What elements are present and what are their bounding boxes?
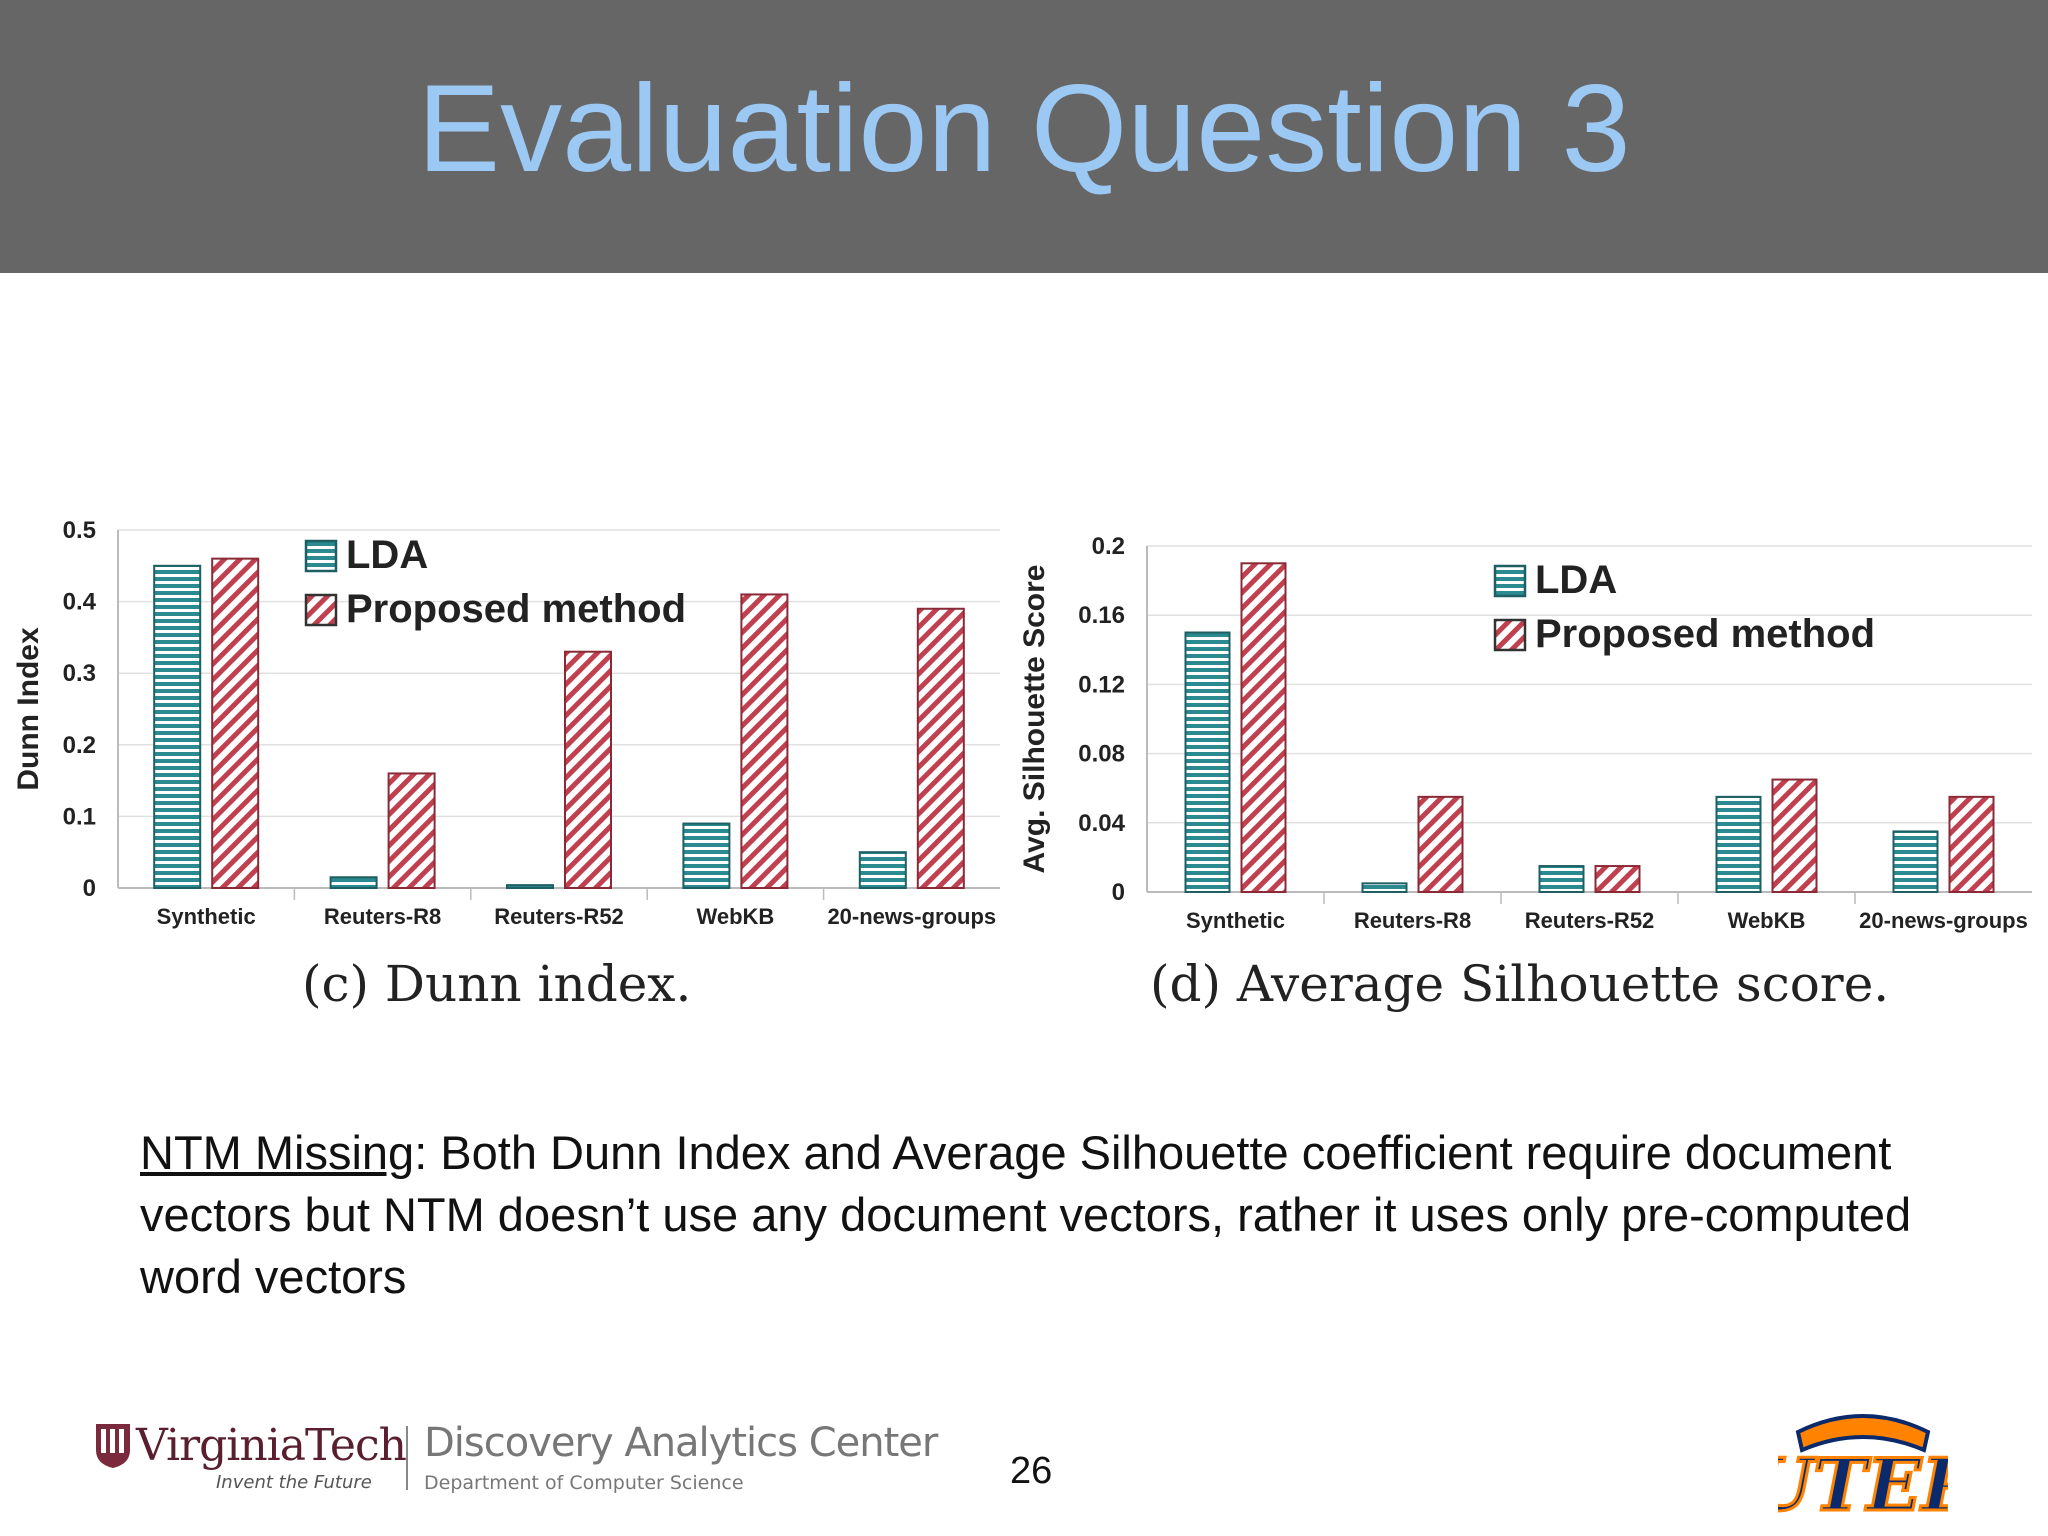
legend-label: Proposed method — [1535, 612, 1875, 656]
legend-label: LDA — [346, 533, 428, 577]
silhouette-chart-svg: 0 0.04 0.08 0.12 0.16 0.2 Synthetic Reuters-R8 R… — [1020, 533, 2032, 933]
bar-lda — [1538, 865, 1585, 893]
y-tick-label: 0.1 — [63, 803, 96, 830]
utep-logo-text: UTEP — [1778, 1442, 1948, 1527]
body-lead: NTM Missing — [140, 1126, 415, 1179]
bar-lda — [858, 851, 907, 890]
bar-proposed — [1594, 865, 1641, 893]
bar-proposed — [211, 557, 260, 889]
chart-silhouette-score: 0 0.04 0.08 0.12 0.16 0.2 Synthetic Reuters-R8 R… — [1020, 500, 2040, 940]
x-tick-label: Reuters-R52 — [1525, 908, 1655, 933]
y-tick-label: 0.2 — [63, 732, 96, 759]
body-rest: : Both Dunn Index and Average Silhouette… — [140, 1126, 1912, 1303]
footer-divider — [406, 1426, 408, 1490]
y-tick-label: 0.12 — [1078, 671, 1125, 698]
bar-lda — [682, 822, 731, 889]
y-tick-label: 0.5 — [63, 517, 96, 544]
y-tick-label: 0.04 — [1078, 810, 1125, 837]
bar-proposed — [740, 593, 789, 889]
y-tick-label: 0.4 — [63, 589, 97, 616]
bar-lda — [1715, 795, 1762, 894]
virginia-tech-dac-logo: VirginiaTech Invent the Future Discovery… — [94, 1420, 938, 1500]
slide-header — [0, 0, 2048, 273]
x-tick-label: Reuters-R8 — [1354, 908, 1471, 933]
x-tick-label: WebKB — [1728, 908, 1806, 933]
y-tick-label: 0 — [1112, 879, 1125, 906]
y-tick-label: 0.2 — [1092, 533, 1125, 560]
x-tick-label: Reuters-R52 — [494, 904, 624, 929]
y-tick-label: 0.3 — [63, 660, 96, 687]
vt-tagline: Invent the Future — [216, 1472, 372, 1493]
y-axis-label: Dunn Index — [12, 627, 45, 791]
bar-proposed — [916, 607, 965, 889]
utep-logo-icon: UTEP — [1778, 1414, 1948, 1528]
vt-shield-icon — [96, 1424, 130, 1468]
bar-proposed — [1771, 778, 1818, 893]
bar-lda — [153, 564, 202, 890]
bar-lda — [506, 884, 554, 889]
chart-caption-dunn: (c) Dunn index. — [302, 955, 692, 1013]
legend-label: LDA — [1535, 558, 1617, 602]
y-tick-label: 0 — [83, 875, 96, 902]
bar-lda — [1361, 882, 1408, 894]
bar-proposed — [387, 772, 436, 889]
chart-caption-silhouette: (d) Average Silhouette score. — [1150, 955, 1890, 1013]
bar-lda — [1184, 631, 1231, 893]
x-tick-label: Synthetic — [1186, 908, 1285, 933]
x-tick-label: 20-news-groups — [1859, 908, 2028, 933]
bar-proposed — [1240, 562, 1287, 894]
y-axis-label: Avg. Silhouette Score — [1020, 565, 1051, 874]
x-tick-label: Synthetic — [157, 904, 256, 929]
y-tick-label: 0.16 — [1078, 602, 1125, 629]
x-tick-label: WebKB — [696, 904, 774, 929]
legend-swatch-lda — [1493, 564, 1527, 598]
x-tick-label: Reuters-R8 — [324, 904, 441, 929]
chart-dunn-index: 0 0.1 0.2 0.3 0.4 0.5 Synthetic Reuters-R8 Reute… — [0, 500, 1010, 940]
dac-department: Department of Computer Science — [424, 1472, 744, 1494]
legend-swatch-proposed — [304, 593, 338, 627]
bar-proposed — [1417, 795, 1464, 894]
slide-title: Evaluation Question 3 — [417, 60, 1631, 198]
bar-lda — [329, 876, 378, 890]
legend-label: Proposed method — [346, 587, 686, 631]
y-tick-label: 0.08 — [1078, 741, 1125, 768]
legend-swatch-proposed — [1493, 618, 1527, 652]
dac-name: Discovery Analytics Center — [424, 1420, 938, 1466]
slide-body-text: NTM Missing: Both Dunn Index and Average… — [140, 1122, 1940, 1308]
bar-proposed — [1948, 795, 1995, 894]
legend-swatch-lda — [304, 539, 338, 573]
bar-proposed — [564, 650, 612, 889]
bar-lda — [1892, 830, 1939, 894]
page-number: 26 — [1010, 1450, 1053, 1492]
vt-name: VirginiaTech — [136, 1420, 407, 1471]
x-tick-label: 20-news-groups — [827, 904, 996, 929]
dunn-index-chart-svg: 0 0.1 0.2 0.3 0.4 0.5 Synthetic Reuters-R8 Reute… — [12, 517, 1000, 929]
